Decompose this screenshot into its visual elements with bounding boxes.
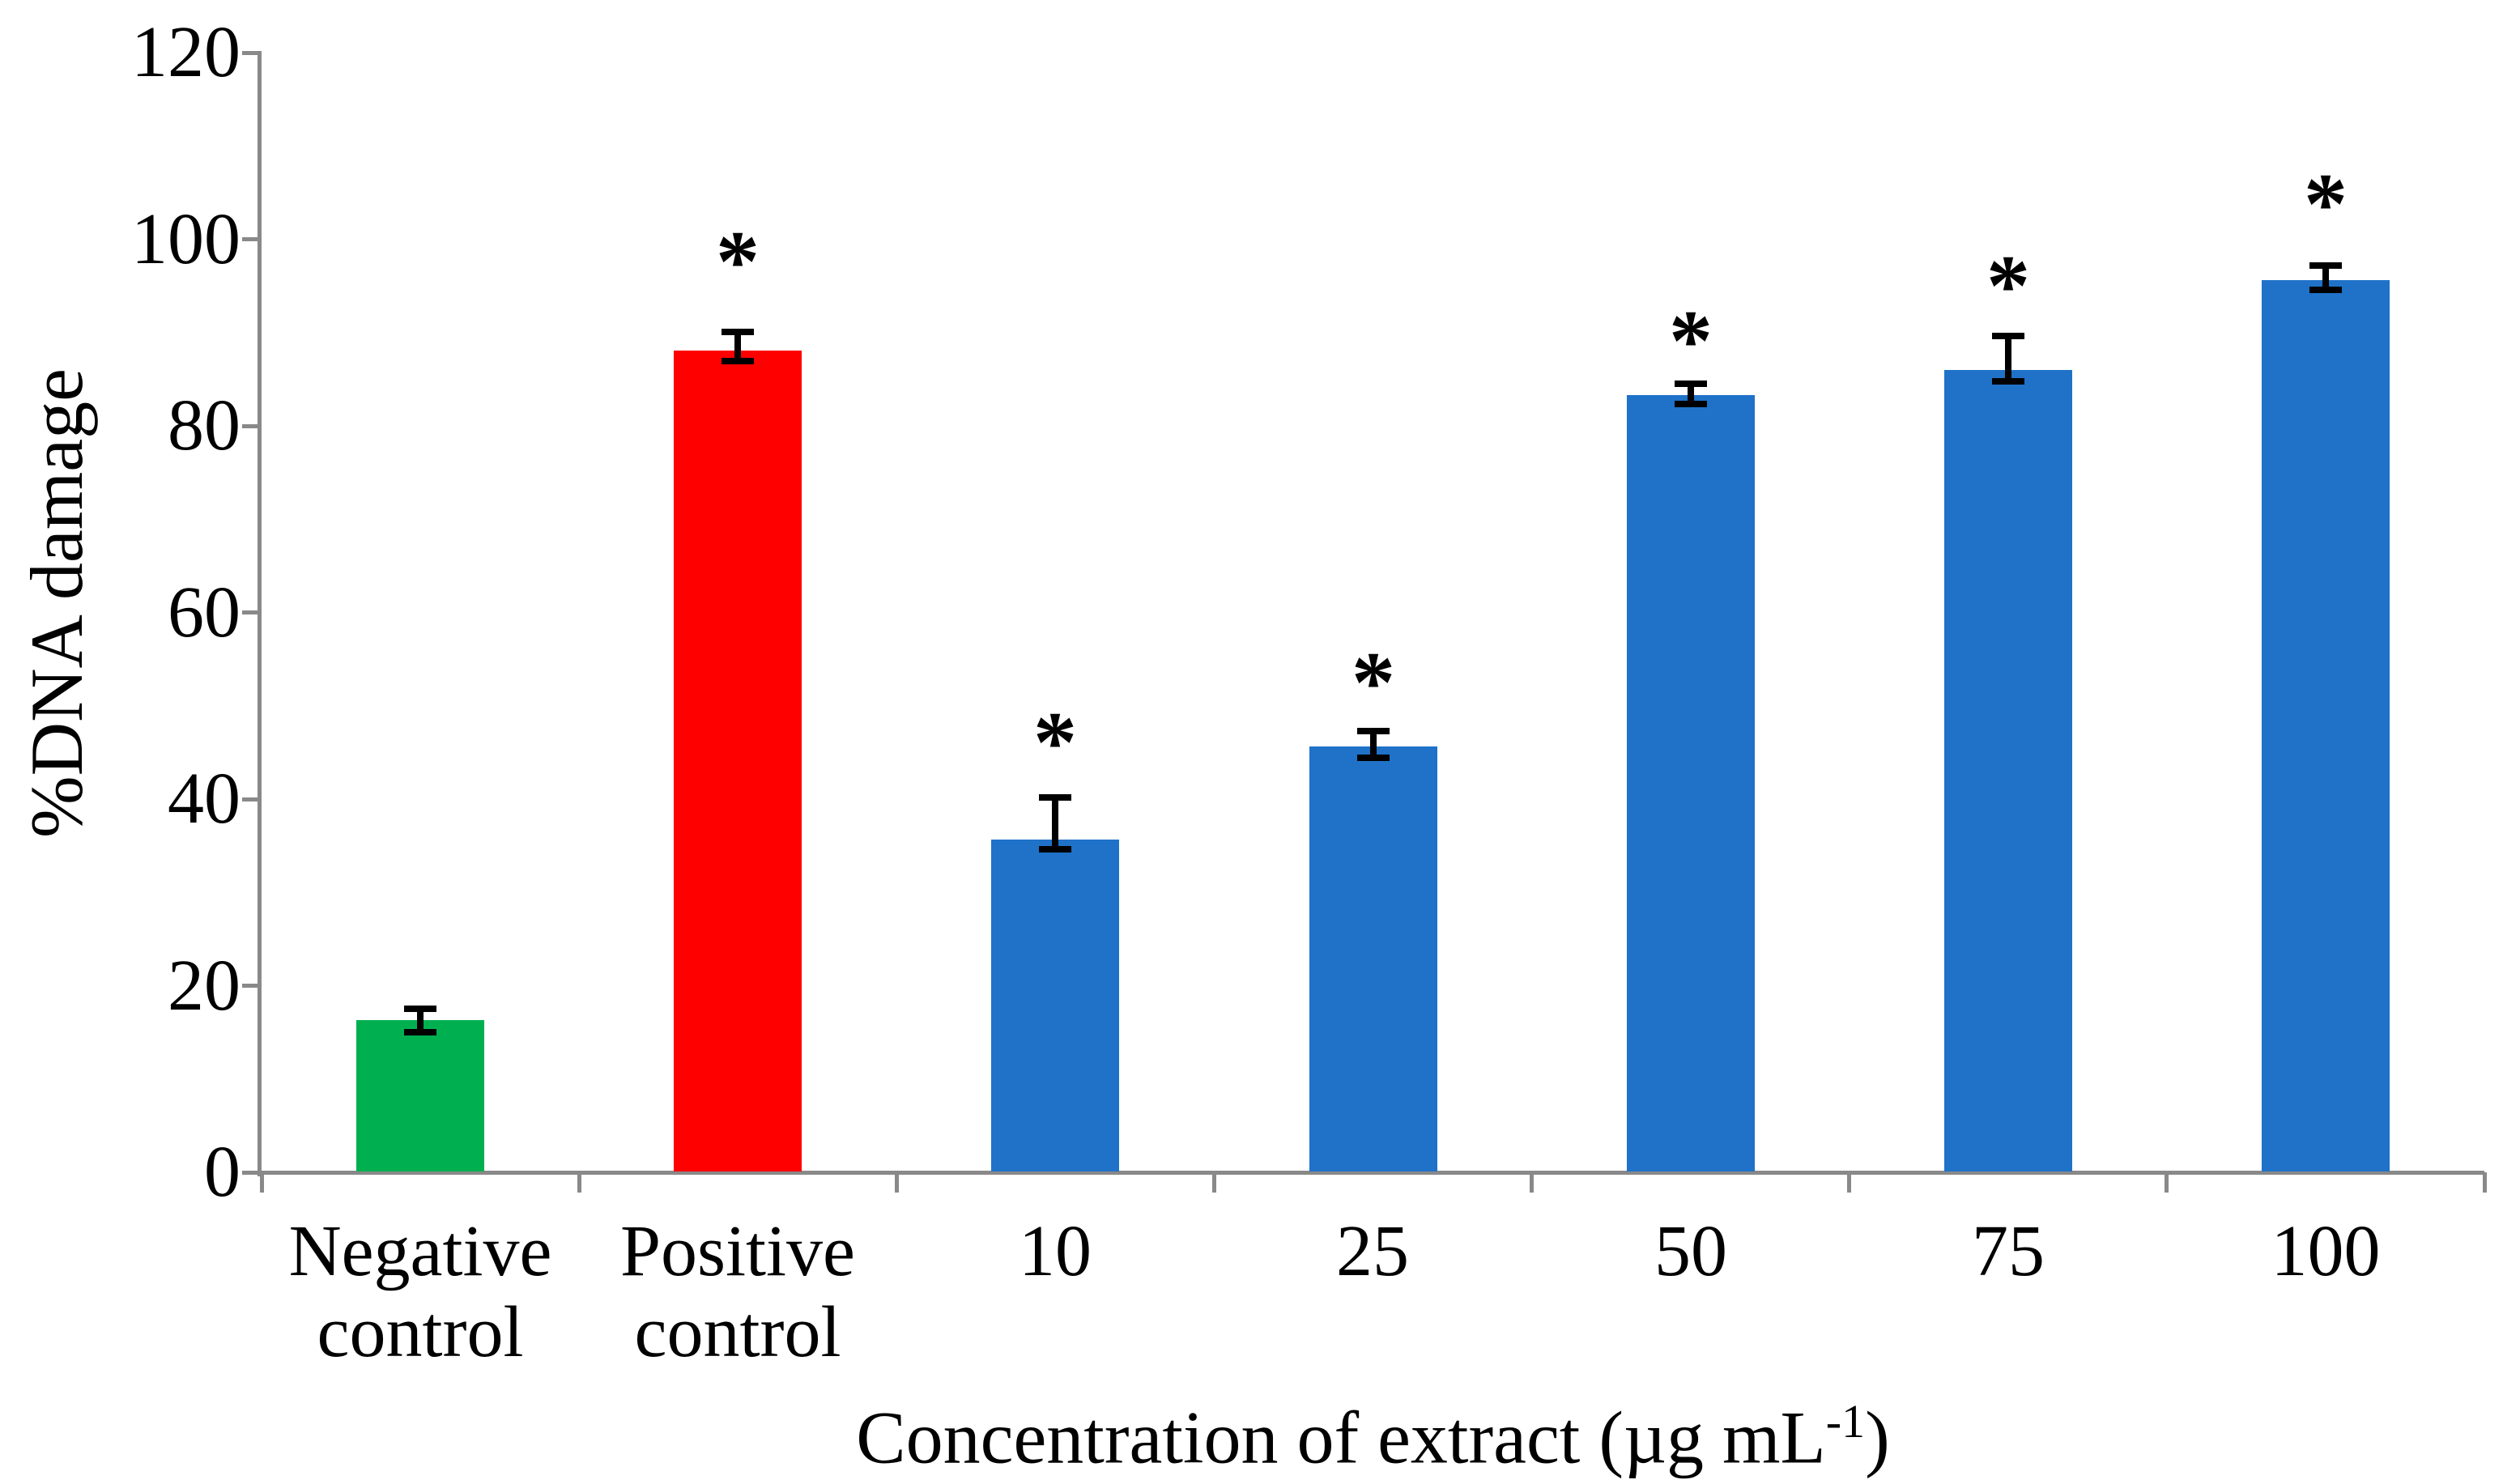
x-category-label: 100 <box>2167 1211 2484 1292</box>
significance-asterisk: * <box>1986 238 2030 334</box>
x-axis-title-text: Concentration of extract (µg mL <box>856 1396 1826 1479</box>
error-bar-cap <box>1039 846 1071 853</box>
y-axis-title: %DNA damage <box>15 368 98 838</box>
x-category-label-line: 25 <box>1336 1211 1409 1291</box>
error-bar-cap <box>2309 287 2342 293</box>
error-bar-cap <box>1039 794 1071 801</box>
x-tick <box>2165 1172 2169 1193</box>
error-bar-cap <box>1357 728 1390 734</box>
x-category-label-line: 10 <box>1019 1211 1092 1291</box>
bar-positive-control <box>674 351 802 1171</box>
error-bar-cap <box>1357 755 1390 761</box>
bar-10 <box>991 840 1119 1171</box>
x-tick <box>1847 1172 1851 1193</box>
y-tick <box>242 1171 262 1175</box>
x-category-label: Negative control <box>262 1211 579 1373</box>
x-category-label-line: Negative <box>288 1211 552 1291</box>
x-category-label: 75 <box>1850 1211 2167 1292</box>
error-bar-line <box>417 1009 424 1032</box>
bar-negative-control <box>356 1020 484 1171</box>
y-tick-label: 60 <box>168 572 241 653</box>
significance-asterisk: * <box>716 214 760 310</box>
y-tick <box>242 237 262 241</box>
error-bar-cap <box>1992 378 2024 385</box>
x-category-label-line: 75 <box>1972 1211 2045 1291</box>
x-axis-title: Concentration of extract (µg mL-1) <box>262 1381 2484 1478</box>
error-bar-cap <box>1675 401 1707 407</box>
y-tick <box>242 610 262 614</box>
y-tick <box>242 424 262 428</box>
y-tick-label: 20 <box>168 946 241 1026</box>
x-tick <box>1212 1172 1216 1193</box>
error-bar-cap <box>404 1006 436 1012</box>
bar-75 <box>1944 370 2072 1171</box>
x-category-label-line: 50 <box>1654 1211 1727 1291</box>
error-bar-line <box>1052 797 1058 850</box>
x-axis-title-superscript: -1 <box>1825 1395 1866 1448</box>
error-bar-cap <box>722 329 754 335</box>
x-tick <box>260 1172 264 1193</box>
x-tick <box>1530 1172 1534 1193</box>
y-tick <box>242 797 262 802</box>
x-tick <box>577 1172 581 1193</box>
error-bar-line <box>2005 336 2011 381</box>
x-tick <box>895 1172 899 1193</box>
x-axis-line <box>242 1171 2484 1175</box>
y-tick-label: 40 <box>168 759 241 839</box>
error-bar-line <box>734 332 741 362</box>
significance-asterisk: * <box>1669 293 1713 389</box>
y-tick <box>242 51 262 55</box>
error-bar-line <box>2322 266 2329 290</box>
error-bar-cap <box>2309 262 2342 269</box>
y-tick-label: 120 <box>131 12 241 92</box>
error-bar-cap <box>1675 381 1707 387</box>
x-category-label: Positive control <box>579 1211 896 1373</box>
x-axis-title-suffix: ) <box>1865 1396 1890 1479</box>
y-tick-label: 100 <box>131 199 241 279</box>
significance-asterisk: * <box>2304 156 2348 253</box>
significance-asterisk: * <box>1352 635 1395 731</box>
error-bar-line <box>1370 731 1377 758</box>
y-tick-label: 0 <box>204 1132 241 1212</box>
x-category-label: 25 <box>1214 1211 1531 1292</box>
significance-asterisk: * <box>1033 695 1077 791</box>
y-tick <box>242 984 262 988</box>
bar-50 <box>1627 395 1755 1171</box>
error-bar-cap <box>404 1029 436 1035</box>
x-category-label-line: 100 <box>2271 1211 2381 1291</box>
x-tick <box>2483 1172 2487 1193</box>
bar-100 <box>2262 280 2390 1171</box>
x-category-label: 50 <box>1532 1211 1850 1292</box>
y-tick-label: 80 <box>168 385 241 466</box>
bar-25 <box>1309 746 1437 1171</box>
x-category-label-line: control <box>317 1292 524 1372</box>
x-category-label: 10 <box>896 1211 1214 1292</box>
x-category-label-line: control <box>634 1292 841 1372</box>
x-category-label-line: Positive <box>619 1211 856 1291</box>
error-bar-line <box>1688 384 1694 404</box>
error-bar-cap <box>1992 333 2024 339</box>
error-bar-cap <box>722 358 754 364</box>
